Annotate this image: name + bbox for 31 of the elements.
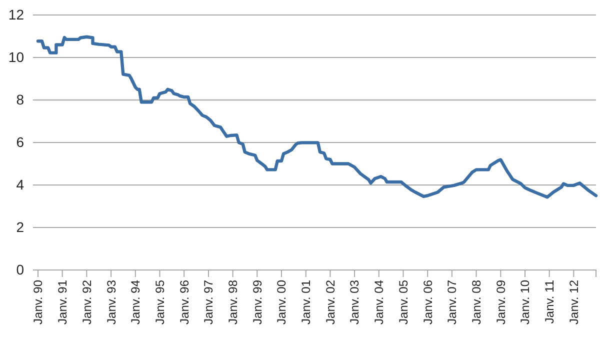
- x-tick-label: Janv. 08: [469, 280, 484, 324]
- x-tick-label: Janv. 91: [56, 280, 70, 324]
- x-tick-label: Janv. 98: [226, 280, 240, 324]
- x-tick-label: Janv. 92: [80, 280, 94, 324]
- x-tick-label: Janv. 90: [31, 280, 46, 324]
- y-tick-label: 6: [16, 134, 24, 150]
- x-tick-label: Janv. 10: [518, 280, 532, 324]
- x-tick-label: Janv. 04: [372, 280, 386, 324]
- x-tick-label: Janv. 09: [494, 280, 508, 324]
- x-tick-label: Janv. 97: [202, 280, 216, 324]
- x-tick-label: Janv. 96: [177, 280, 192, 324]
- y-tick-label: 12: [8, 6, 24, 22]
- x-tick-label: Janv. 11: [542, 280, 557, 324]
- x-tick-label: Janv. 12: [566, 280, 581, 324]
- x-tick-label: Janv. 95: [152, 280, 167, 324]
- x-tick-label: Janv. 05: [396, 280, 410, 324]
- x-tick-label: Janv. 94: [128, 280, 143, 324]
- x-tick-label: Janv. 01: [299, 280, 314, 324]
- y-tick-label: 2: [16, 218, 24, 235]
- y-tick-label: 8: [16, 91, 24, 108]
- x-tick-label: Janv. 07: [445, 280, 460, 324]
- y-tick-label: 0: [16, 261, 24, 278]
- x-tick-label: Janv. 06: [420, 280, 435, 324]
- y-tick-label: 10: [8, 48, 24, 65]
- x-tick-label: Janv. 00: [274, 280, 289, 324]
- x-tick-label: Janv. 03: [348, 280, 362, 324]
- x-tick-label: Janv. 93: [104, 280, 118, 324]
- x-tick-label: Janv. 99: [250, 280, 264, 324]
- x-tick-label: Janv. 02: [323, 280, 338, 324]
- line-series: [36, 35, 598, 199]
- y-tick-label: 4: [16, 176, 24, 192]
